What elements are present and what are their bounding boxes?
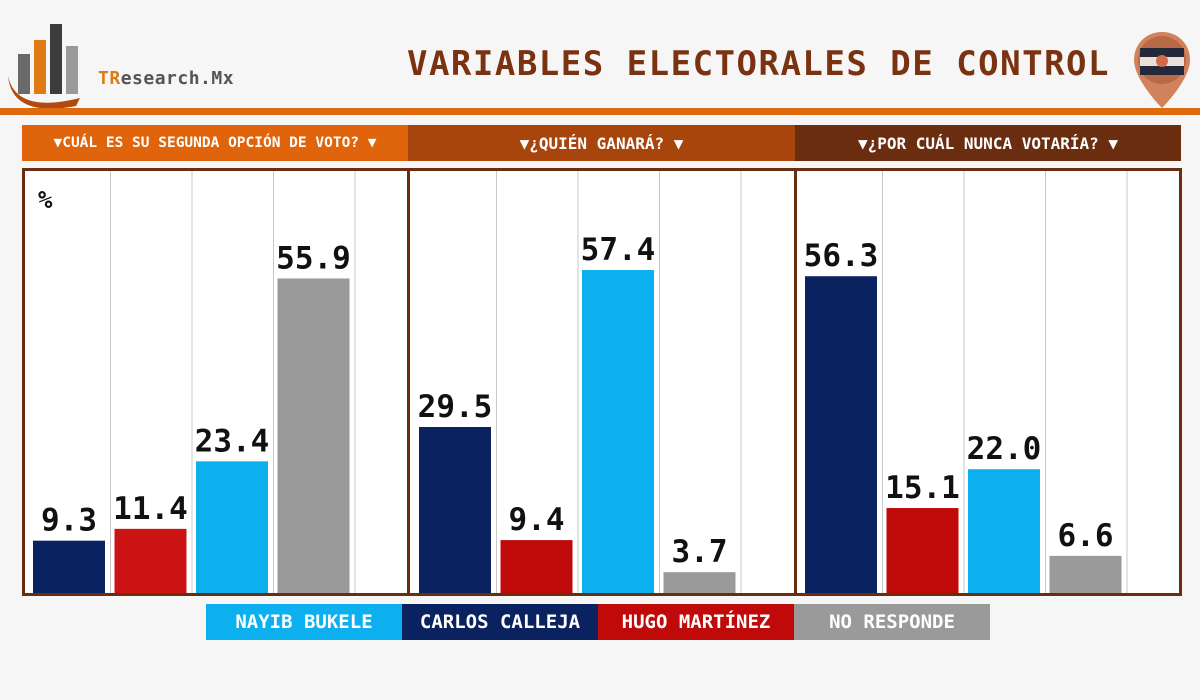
- data-label: 57.4: [581, 232, 656, 268]
- chart-nunca-votaria: 56.3 15.122.0 6.6: [804, 171, 1128, 593]
- legend: NAYIB BUKELE CARLOS CALLEJA HUGO MARTÍNE…: [206, 604, 990, 640]
- panel-header-nunca-votaria: ▼¿POR CUÁL NUNCA VOTARÍA? ▼: [795, 125, 1181, 161]
- chart-quien-ganara: 29.5 9.4 57.4 3.7: [418, 171, 742, 593]
- data-label: 22.0: [967, 431, 1042, 467]
- map-pin-icon: [1134, 32, 1190, 108]
- bar-no-responde: [663, 572, 736, 593]
- data-label: 9.3: [41, 503, 97, 539]
- bar-hugo-mart-nez: [500, 540, 573, 593]
- data-label: 23.4: [195, 423, 270, 459]
- bar-no-responde: [1049, 555, 1122, 593]
- bar-carlos-calleja: [33, 540, 105, 593]
- legend-item-hugo-martinez: HUGO MARTÍNEZ: [598, 604, 794, 640]
- panel-header-quien-ganara: ▼¿QUIÉN GANARÁ? ▼: [408, 125, 795, 161]
- legend-item-no-responde: NO RESPONDE: [794, 604, 990, 640]
- data-label: 15.1: [885, 470, 960, 506]
- data-label: 6.6: [1058, 518, 1114, 554]
- data-label: 9.4: [509, 502, 565, 538]
- panel-header-segunda-opcion: ▼CUÁL ES SU SEGUNDA OPCIÓN DE VOTO? ▼: [22, 125, 408, 161]
- bar-hugo-mart-nez: [114, 528, 187, 593]
- chart-segunda-opcion: 9.3 11.423.4 55.9: [33, 171, 356, 593]
- page-title: VARIABLES ELECTORALES DE CONTROL: [406, 44, 1110, 84]
- data-label: 56.3: [804, 238, 879, 274]
- logo-bars-icon: [8, 24, 80, 109]
- bar-hugo-mart-nez: [886, 508, 959, 593]
- logo: TResearch.Mx: [6, 18, 266, 109]
- data-label: 29.5: [418, 389, 493, 425]
- bar-nayib-bukele: [582, 270, 654, 593]
- legend-item-carlos-calleja: CARLOS CALLEJA: [402, 604, 598, 640]
- data-label: 3.7: [672, 534, 728, 570]
- bar-nayib-bukele: [968, 469, 1040, 593]
- unit-label: %: [38, 186, 53, 214]
- logo-text: TResearch.Mx: [98, 68, 235, 89]
- bar-carlos-calleja: [805, 276, 877, 593]
- data-label: 55.9: [276, 240, 351, 276]
- bar-no-responde: [277, 278, 350, 593]
- header-divider: [0, 108, 1200, 115]
- legend-item-nayib-bukele: NAYIB BUKELE: [206, 604, 402, 640]
- bar-nayib-bukele: [196, 461, 268, 593]
- data-label: 11.4: [113, 491, 188, 527]
- bar-carlos-calleja: [419, 427, 491, 593]
